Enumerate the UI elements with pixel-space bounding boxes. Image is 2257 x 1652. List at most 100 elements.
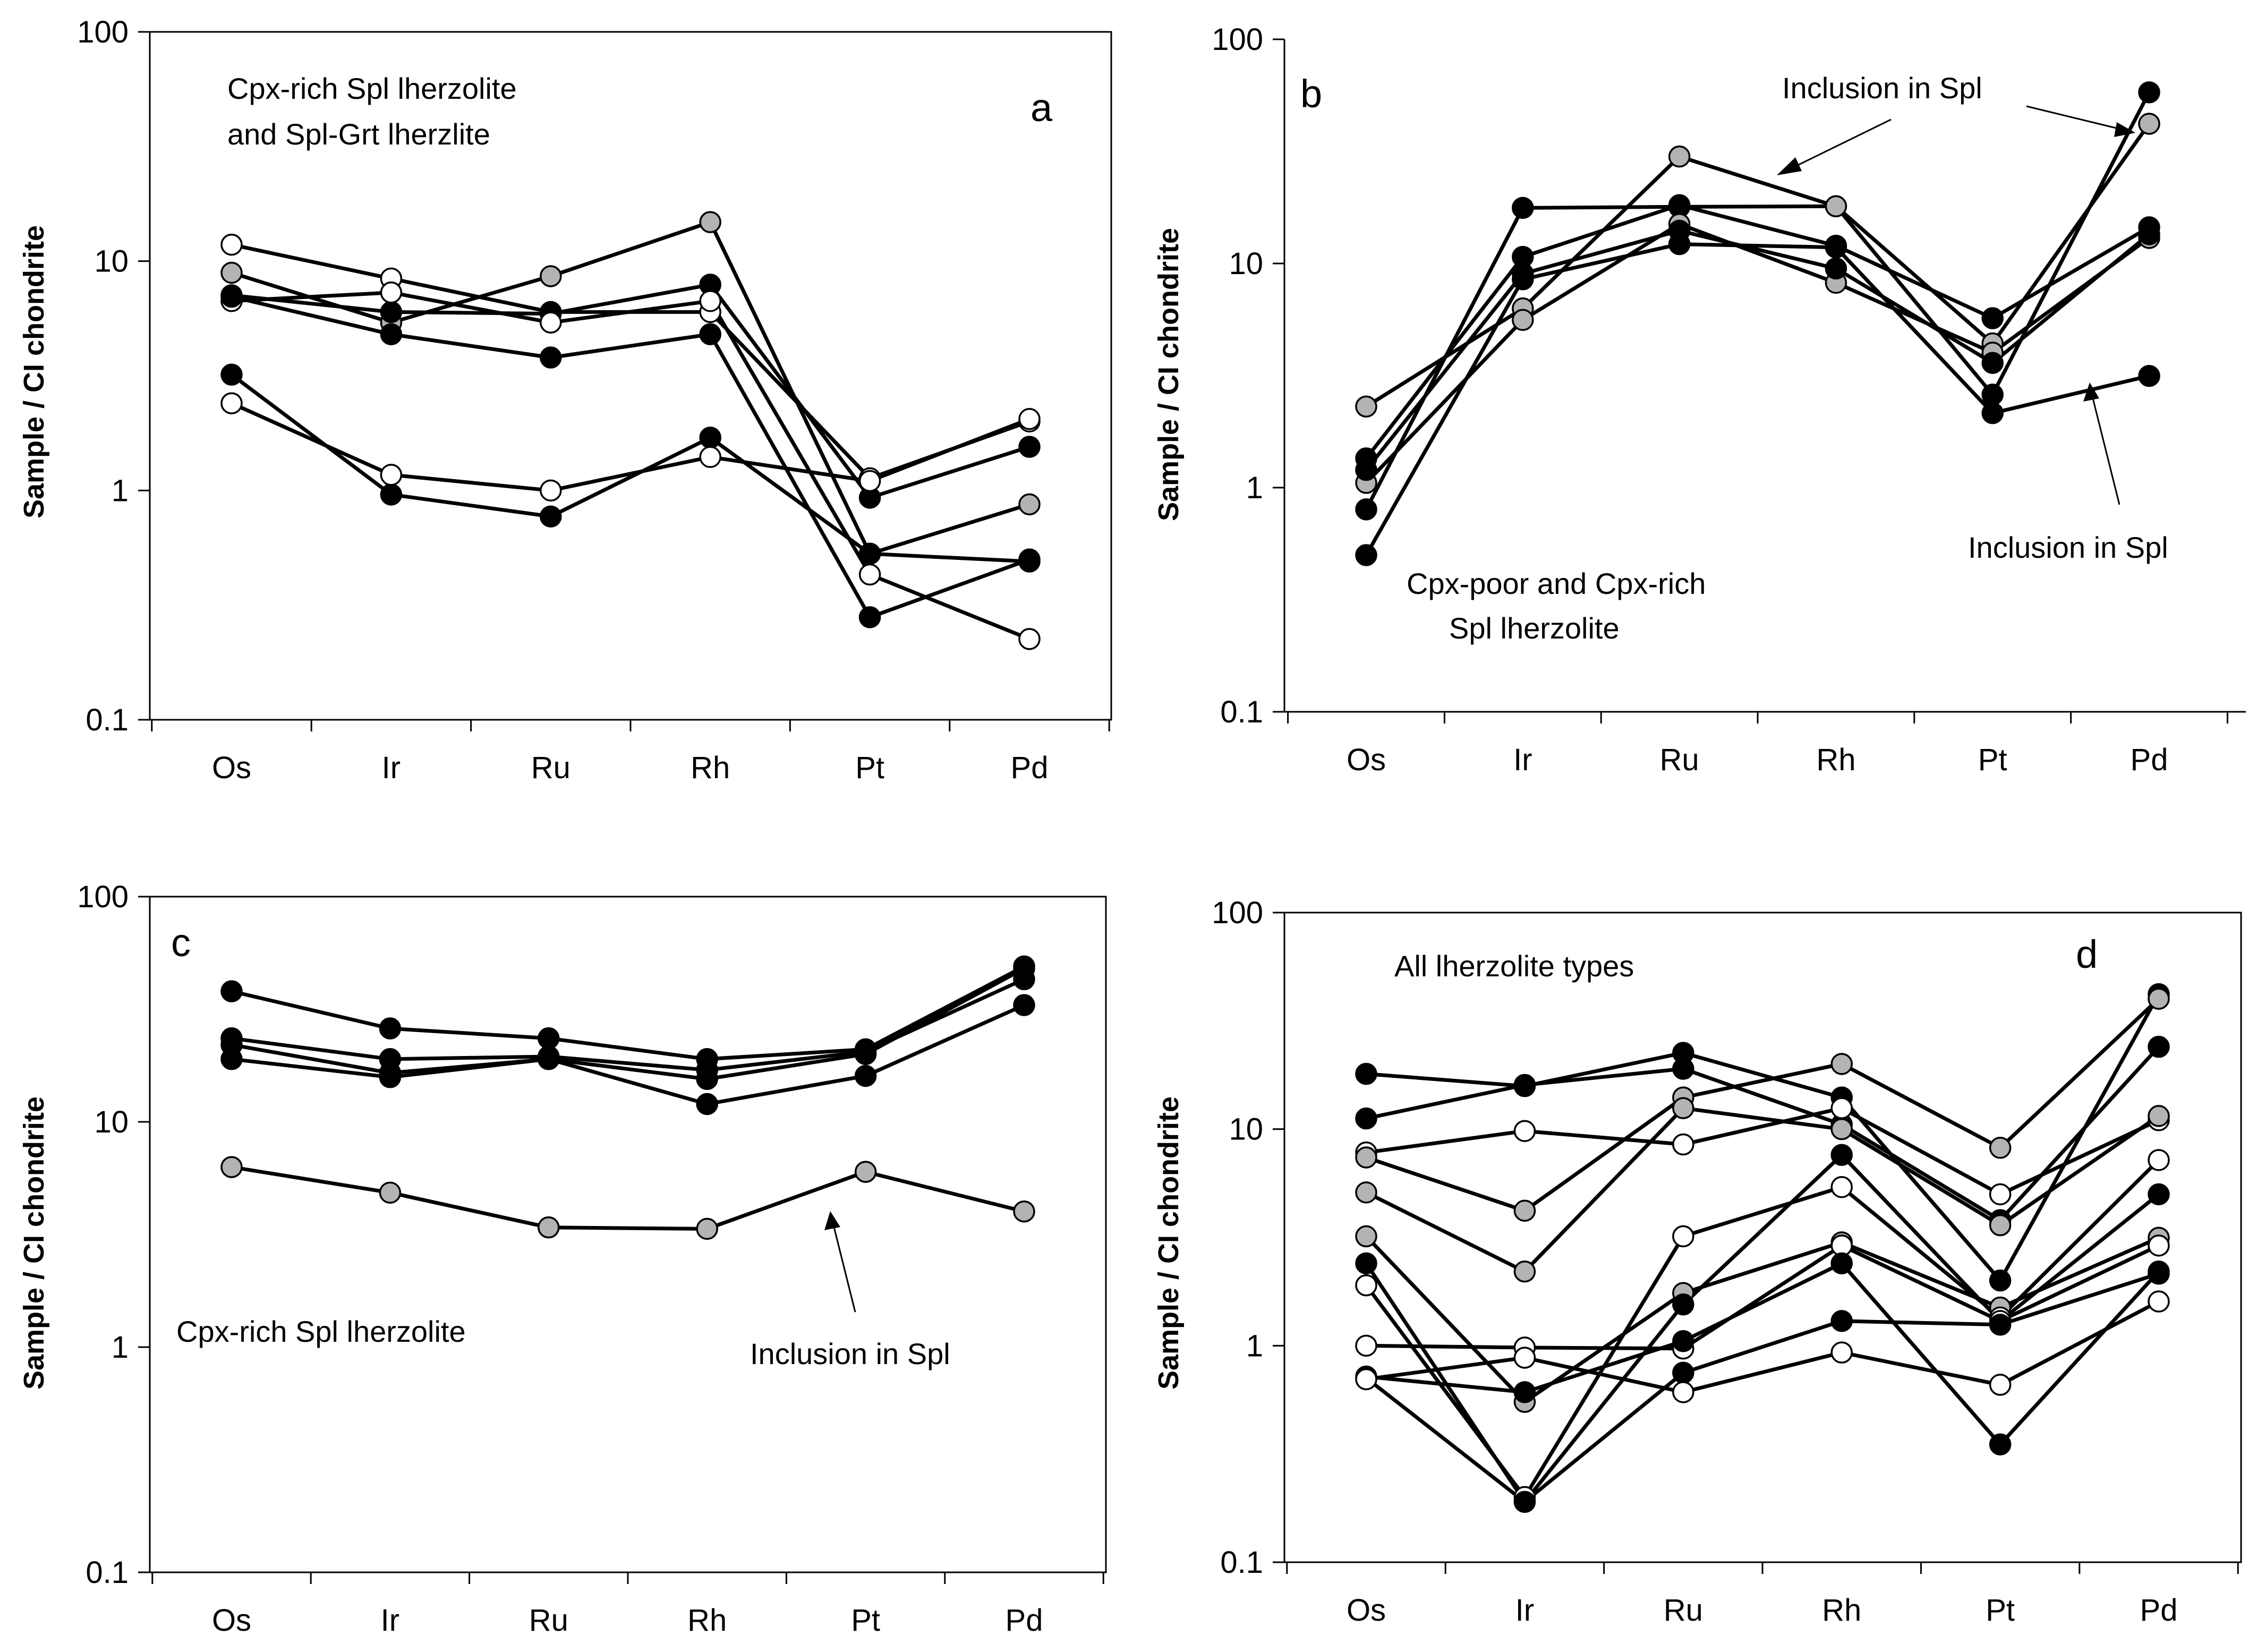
panel-d-series-5-point-ru [1672, 1097, 1694, 1119]
panel-c-series-4-point-rh [696, 1093, 718, 1115]
panel-d-series-3-line [1366, 1106, 2160, 1196]
panel-d-series-12-point-ru [1672, 1381, 1694, 1403]
panel-a-x-tick-label-rh: Rh [691, 751, 730, 785]
panel-c-annotation-inclusion: Inclusion in Spl [750, 1337, 950, 1370]
panel-c-y-tick-label: 10 [94, 1105, 129, 1139]
panel-d-letter: d [2076, 932, 2098, 976]
panel-a-series-7-point-rh [699, 446, 721, 469]
panel-b-series-5-point-rh [1825, 257, 1847, 280]
panel-c-series-1-point-os [220, 980, 243, 1002]
panel-d-series-4-point-rh [1830, 1053, 1853, 1075]
panel-b-x-tick-label-ir: Ir [1513, 743, 1532, 777]
panel-b-x-tick-label-rh: Rh [1816, 743, 1855, 777]
panel-a-series-6-point-ir [380, 483, 403, 506]
panel-a-series-2-point-rh [699, 211, 721, 233]
panel-d-annotation: All lherzolite types [1394, 949, 1634, 983]
panel-c-x-tick-label-pt: Pt [851, 1603, 880, 1638]
panel-a-y-axis-label: Sample / CI chondrite [18, 225, 50, 518]
panel-d-series-5-point-ir [1513, 1260, 1536, 1283]
panel-c-series-5-point-ru [538, 1216, 560, 1239]
panel-a-series-4-point-ru [540, 311, 562, 334]
panel-a-series-7-point-ir [380, 464, 403, 486]
panel-d-series-11-point-pt [1989, 1314, 2012, 1336]
panel-b-series-6-point-pt [1981, 402, 2004, 424]
panel-c-series-5-point-os [220, 1156, 243, 1178]
panel-d-series-4-point-ir [1513, 1199, 1536, 1222]
panel-d-x-tick-label-ru: Ru [1664, 1593, 1703, 1628]
panel-b-y-tick-label: 0.1 [1220, 695, 1263, 729]
panel-d-series-5-point-pt [1989, 1214, 2012, 1237]
panel-a-series-7-point-ru [540, 479, 562, 502]
panel-a-series-5-point-ir [380, 323, 403, 346]
panel-b-annotation-line1: Cpx-poor and Cpx-rich [1407, 567, 1706, 600]
panel-b-series-5-point-os [1355, 458, 1377, 481]
panel-c-series-4-point-os [220, 1048, 243, 1070]
panel-d-series-8-line [1365, 1159, 2160, 1499]
panel-b-annotation-line2: Spl lherzolite [1449, 611, 1620, 645]
panel-b-arrow-bottom [2091, 394, 2120, 505]
panel-d-y-tick-label: 0.1 [1220, 1545, 1263, 1580]
panel-d-series-7-point-ru [1672, 1293, 1694, 1316]
panel-c-y-axis-label: Sample / CI chondrite [18, 1096, 50, 1390]
panel-b-annotation-inclusion-bottom: Inclusion in Spl [1968, 531, 2168, 564]
panel-d-x-tick-label-pd: Pd [2140, 1593, 2178, 1628]
panel-d-x-tick-label-rh: Rh [1822, 1593, 1861, 1628]
panel-d-series-7-point-os [1355, 1252, 1377, 1275]
panel-d-series-12-point-os [1355, 1368, 1377, 1391]
panel-d-series-3-point-ir [1513, 1120, 1536, 1142]
panel-a-y-tick-label: 10 [94, 244, 129, 279]
panel-d-series-10-point-rh [1830, 1252, 1853, 1275]
panel-d-series-10-line [1366, 1261, 2160, 1446]
panel-d-series-2-point-ir [1513, 1074, 1536, 1096]
panel-a-series-4-point-pt [858, 563, 881, 586]
panel-a-series-4-point-pd [1018, 628, 1041, 650]
panel-b-series-3-point-ru [1668, 194, 1691, 216]
panel-a-series-6-point-os [220, 363, 243, 386]
panel-d-series-3-point-ru [1672, 1133, 1694, 1156]
panel-d-series-12-point-ir [1513, 1347, 1536, 1369]
panel-d-y-tick-label: 100 [1212, 896, 1263, 930]
panel-b-series-2-point-rh [1825, 195, 1847, 218]
panel-d-series-9-point-pd [2148, 1234, 2170, 1257]
panel-d-x-tick-label-os: Os [1347, 1593, 1386, 1628]
panel-a-series-4-point-ir [380, 281, 403, 304]
panel-a-x-tick-label-ru: Ru [531, 751, 570, 785]
panel-b-chart: Sample / CI chondrite b Inclusion in Spl… [1153, 22, 2246, 777]
panel-c-series-3-point-rh [696, 1068, 718, 1091]
panel-a-series-3-point-pd [1018, 436, 1041, 458]
panel-d-series-4-line [1365, 997, 2160, 1213]
panel-d-series-12-point-rh [1830, 1341, 1853, 1364]
panel-b-arrow-top-right [2026, 105, 2125, 131]
panel-b-letter: b [1300, 72, 1322, 116]
panel-d-y-tick-label: 10 [1229, 1112, 1263, 1147]
panel-a-x-tick-label-os: Os [212, 751, 251, 785]
panel-a-series-1-point-os [220, 233, 243, 256]
panel-c-arrow [832, 1222, 856, 1313]
panel-b-series-6-point-ir [1512, 268, 1534, 291]
panel-a-series-2-point-os [220, 261, 243, 284]
panel-c-series-4-line [231, 1003, 1025, 1106]
panel-d-series-10-point-pt [1989, 1433, 2012, 1455]
panel-a-y-tick-label: 100 [77, 15, 129, 49]
panel-a-annotation-line1: Cpx-rich Spl lherzolite [227, 72, 517, 105]
panel-b-series-3-point-pt [1981, 307, 2004, 329]
panel-a-series-7-point-pd [1018, 408, 1041, 430]
panel-c-series-4-point-ru [538, 1048, 560, 1070]
panel-c-series-1-line [231, 965, 1025, 1061]
panel-b-series-3-line [1365, 203, 2150, 460]
panel-b-y-tick-label: 10 [1229, 246, 1263, 281]
panel-c-x-tick-label-ru: Ru [529, 1603, 568, 1638]
panel-b-y-tick-label: 1 [1246, 471, 1263, 505]
panel-b-y-tick-label: 100 [1212, 22, 1263, 57]
panel-d-series-11-point-pd [2148, 1263, 2170, 1285]
panel-d-series-3-point-pt [1989, 1183, 2012, 1206]
panel-d-series-3-point-rh [1830, 1097, 1853, 1119]
panel-d-chart: Sample / CI chondrite All lherzolite typ… [1153, 896, 2242, 1628]
panel-b-series-2-point-pd [2138, 113, 2160, 135]
panel-b-series-4-point-ir [1512, 309, 1534, 331]
panel-d-series-11-point-ir [1513, 1491, 1536, 1513]
panel-b-series-4-line [1365, 222, 2151, 484]
panel-d-series-8-point-ru [1672, 1225, 1694, 1248]
panel-a-series-7-line [231, 402, 1030, 492]
panel-d-series-4-point-pd [2148, 987, 2170, 1010]
